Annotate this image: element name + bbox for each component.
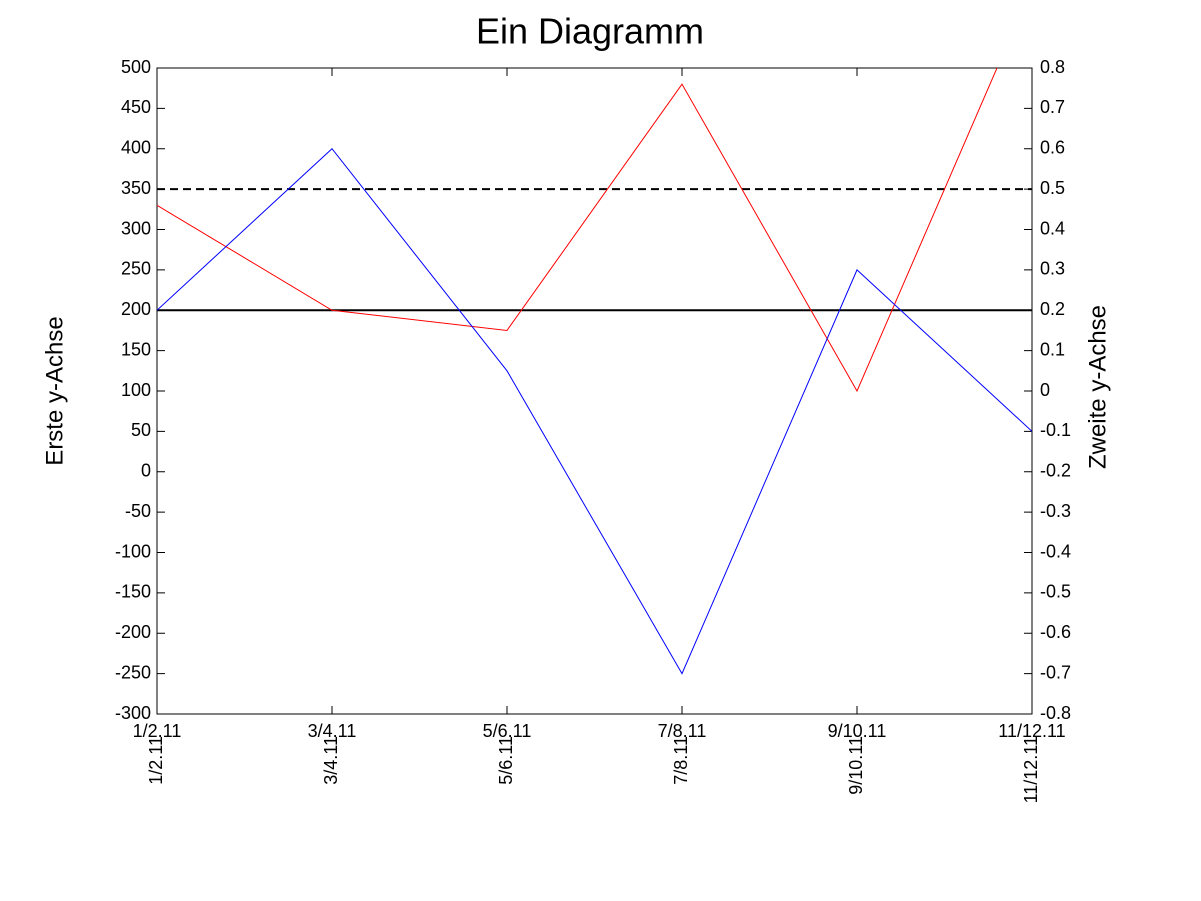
y2-tick-label: -0.8 xyxy=(1040,703,1071,723)
y2-tick-label: -0.4 xyxy=(1040,541,1071,561)
y2-tick-label: 0.7 xyxy=(1040,97,1065,117)
x-tick-label-rotated: 5/6.11 xyxy=(496,736,516,785)
chart-title: Ein Diagramm xyxy=(476,11,704,52)
y-tick-label: 200 xyxy=(121,299,151,319)
y2-tick-label: 0.1 xyxy=(1040,339,1065,359)
y2-tick-label: -0.3 xyxy=(1040,501,1071,521)
x-tick-label: 1/2.11 xyxy=(133,721,182,741)
y-tick-label: 400 xyxy=(121,138,151,158)
y2-tick-label: 0.2 xyxy=(1040,299,1065,319)
y-tick-label: -50 xyxy=(125,501,151,521)
y2-tick-label: 0.6 xyxy=(1040,138,1065,158)
x-tick-label: 9/10.11 xyxy=(828,721,887,741)
y-tick-label: 100 xyxy=(121,380,151,400)
y2-tick-label: 0.4 xyxy=(1040,218,1065,238)
y-tick-label: -100 xyxy=(115,541,151,561)
y-tick-label: 500 xyxy=(121,57,151,77)
y-tick-label: 150 xyxy=(121,339,151,359)
data-line xyxy=(157,68,998,393)
y-tick-label: 350 xyxy=(121,178,151,198)
y2-tick-label: -0.1 xyxy=(1040,420,1071,440)
y2-tick-label: 0 xyxy=(1040,380,1050,400)
x-tick-label: 5/6.11 xyxy=(483,721,532,741)
y-tick-label: -150 xyxy=(115,582,151,602)
y2-tick-label: 0.8 xyxy=(1040,57,1065,77)
y-tick-label: 300 xyxy=(121,218,151,238)
y-tick-label: -250 xyxy=(115,662,151,682)
x-tick-label-rotated: 11/12.11 xyxy=(1021,736,1041,803)
y-tick-label: 0 xyxy=(141,461,151,481)
x-tick-label: 11/12.11 xyxy=(998,721,1065,741)
plot-frame xyxy=(156,67,1033,715)
x-tick-label-rotated: 3/4.11 xyxy=(321,736,341,785)
y2-tick-label: -0.7 xyxy=(1040,662,1071,682)
data-line xyxy=(157,148,1032,675)
y2-tick-label: -0.6 xyxy=(1040,622,1071,642)
y-tick-label: -200 xyxy=(115,622,151,642)
y-tick-label: -300 xyxy=(115,703,151,723)
y-tick-label: 50 xyxy=(131,420,151,440)
plot-area xyxy=(157,68,1032,675)
y2-tick-label: 0.3 xyxy=(1040,259,1065,279)
y2-tick-label: 0.5 xyxy=(1040,178,1065,198)
y2-tick-label: -0.2 xyxy=(1040,461,1071,481)
x-tick-label: 3/4.11 xyxy=(308,721,357,741)
x-tick-label-rotated: 7/8.11 xyxy=(671,736,691,785)
x-tick-label: 7/8.11 xyxy=(658,721,707,741)
x-tick-label-rotated: 1/2.11 xyxy=(146,736,166,785)
y-tick-label: 250 xyxy=(121,259,151,279)
x-tick-label-rotated: 9/10.11 xyxy=(846,736,866,795)
y2-axis-label: Zweite y-Achse xyxy=(1084,305,1111,469)
y-tick-label: 450 xyxy=(121,97,151,117)
y-axis-label: Erste y-Achse xyxy=(41,316,68,465)
y2-tick-label: -0.5 xyxy=(1040,582,1071,602)
